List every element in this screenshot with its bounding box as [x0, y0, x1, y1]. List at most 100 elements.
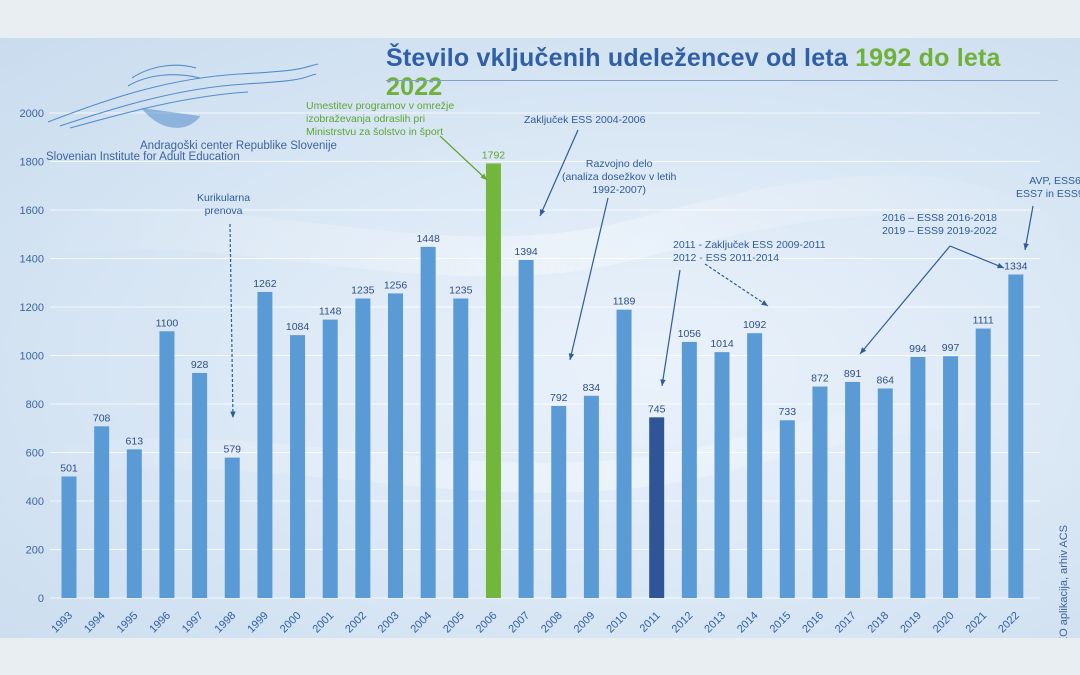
- bar-1995: [126, 449, 142, 598]
- y-tick-label: 1400: [20, 254, 44, 266]
- bar-2004: [420, 246, 436, 599]
- bar-2011: [649, 417, 665, 598]
- x-tick-label-1995: 1995: [115, 610, 141, 636]
- bar-2000: [290, 335, 306, 598]
- bar-1999: [257, 291, 273, 598]
- value-label-1993: 501: [60, 463, 78, 475]
- x-tick-label-1998: 1998: [213, 610, 239, 636]
- annotation-line: Umestitev programov v omrežje: [306, 100, 455, 112]
- bar-2021: [975, 328, 991, 598]
- value-label-2015: 733: [779, 406, 797, 418]
- x-tick-label-2004: 2004: [408, 610, 434, 636]
- x-tick-label-2005: 2005: [441, 610, 467, 636]
- value-label-1998: 579: [223, 444, 241, 456]
- annotation-line: izobraževanja odraslih pri: [306, 113, 426, 125]
- x-tick-label-2002: 2002: [343, 610, 369, 636]
- x-tick-label-1994: 1994: [82, 610, 108, 636]
- value-label-2008: 792: [550, 392, 568, 404]
- arrow-head: [568, 353, 575, 360]
- bar-2018: [877, 388, 893, 598]
- value-label-2017: 891: [844, 368, 862, 380]
- value-label-2016: 872: [811, 373, 829, 385]
- logo-line2: Slovenian Institute for Adult Education: [46, 151, 240, 163]
- x-tick-label-2013: 2013: [702, 610, 728, 636]
- annotation-arrow: [949, 245, 1005, 269]
- x-tick-label-1996: 1996: [147, 610, 173, 636]
- x-tick-label-2021: 2021: [964, 610, 990, 636]
- annotation-line: Zaključek ESS 2004-2006: [524, 114, 646, 126]
- value-label-2002: 1235: [351, 285, 375, 297]
- annotation-curricular-renewal: Kurikularna prenova: [197, 192, 250, 218]
- y-tick-label: 800: [26, 399, 44, 411]
- x-tick-label-1999: 1999: [245, 610, 271, 636]
- annotation-line: prenova: [204, 205, 243, 217]
- annotation-line: (analiza dosežkov v letih: [562, 171, 677, 183]
- value-label-2021: 1111: [973, 315, 994, 327]
- value-label-2006: 1792: [482, 149, 506, 161]
- bar-1998: [224, 457, 240, 598]
- annotation-line: 2012 - ESS 2011-2014: [673, 252, 780, 264]
- y-tick-label: 0: [38, 593, 44, 605]
- value-label-2013: 1014: [710, 338, 734, 350]
- bar-2019: [910, 356, 926, 598]
- annotation-development-work: Razvojno delo (analiza dosežkov v letih 19…: [562, 158, 676, 197]
- x-tick-label-2016: 2016: [800, 610, 826, 636]
- logo-icon: [47, 63, 319, 129]
- value-label-1996: 1100: [156, 317, 179, 329]
- bar-2002: [355, 298, 371, 598]
- bar-2016: [812, 386, 828, 598]
- annotation-arrow: [439, 135, 488, 181]
- arrow-head: [480, 173, 487, 180]
- y-tick-label: 600: [26, 448, 44, 460]
- value-label-2007: 1394: [514, 246, 538, 258]
- x-tick-label-2000: 2000: [278, 610, 304, 636]
- bar-2009: [583, 395, 599, 598]
- x-tick-label-2014: 2014: [735, 610, 761, 636]
- y-tick-label: 400: [26, 496, 44, 508]
- annotation-line: Razvojno delo: [585, 158, 653, 170]
- annotation-arrow: [661, 269, 681, 387]
- annotation-line: Kurikularna: [197, 192, 251, 204]
- arrow-head: [860, 347, 867, 354]
- arrow-head: [660, 379, 666, 386]
- y-tick-label: 1800: [20, 157, 44, 169]
- annotation-arrow: [704, 263, 769, 307]
- page-title: Število vključenih udeležencev od leta 1…: [386, 44, 1062, 102]
- bar-2014: [747, 333, 763, 598]
- value-label-2001: 1148: [319, 306, 342, 318]
- x-tick-label-2017: 2017: [833, 610, 859, 636]
- value-label-2003: 1256: [384, 279, 408, 291]
- annotation-arrow: [859, 245, 951, 355]
- value-label-2004: 1448: [416, 233, 440, 245]
- x-tick-label-2006: 2006: [474, 610, 500, 636]
- annotation-ess-2009-2014: 2011 - Zaključek ESS 2009-2011 2012 - ESS…: [673, 239, 826, 265]
- value-label-2010: 1189: [613, 296, 636, 308]
- bar-1996: [159, 331, 175, 598]
- x-tick-label-2001: 2001: [311, 610, 337, 636]
- title-part1: Število vključenih udeležencev od leta: [386, 44, 856, 72]
- x-tick-label-1997: 1997: [180, 610, 206, 636]
- x-tick-label-2019: 2019: [898, 610, 924, 636]
- title-part2: 1992 do leta 2022: [386, 44, 1001, 101]
- annotation-line: AVP, ESS6,: [1029, 175, 1080, 187]
- x-tick-label-2010: 2010: [604, 610, 630, 636]
- x-tick-label-2009: 2009: [572, 610, 598, 636]
- x-tick-label-2022: 2022: [996, 610, 1022, 636]
- value-label-1994: 708: [93, 412, 111, 424]
- bar-1993: [61, 476, 77, 598]
- chart-stage: 0 200 400 600 800 1000 1200 1400 1600 1800 2000 50…: [0, 38, 1080, 638]
- x-tick-label-2018: 2018: [866, 610, 892, 636]
- bar-2015: [779, 420, 795, 598]
- arrow-head: [540, 209, 546, 216]
- value-label-2020: 997: [942, 342, 960, 354]
- bar-1994: [94, 426, 110, 598]
- arrow-head: [1023, 243, 1029, 250]
- value-label-2022: 1334: [1004, 261, 1028, 273]
- bar-2001: [322, 319, 338, 598]
- value-label-2019: 994: [909, 343, 927, 355]
- x-tick-label-2008: 2008: [539, 610, 565, 636]
- annotation-line: 2011 - Zaključek ESS 2009-2011: [673, 239, 826, 251]
- source-note: Vir: IZO aplikacija, arhiv ACS: [1058, 524, 1070, 638]
- y-tick-label: 1200: [20, 302, 44, 314]
- logo-line1: Andragoški center Republike Slovenije: [140, 140, 337, 152]
